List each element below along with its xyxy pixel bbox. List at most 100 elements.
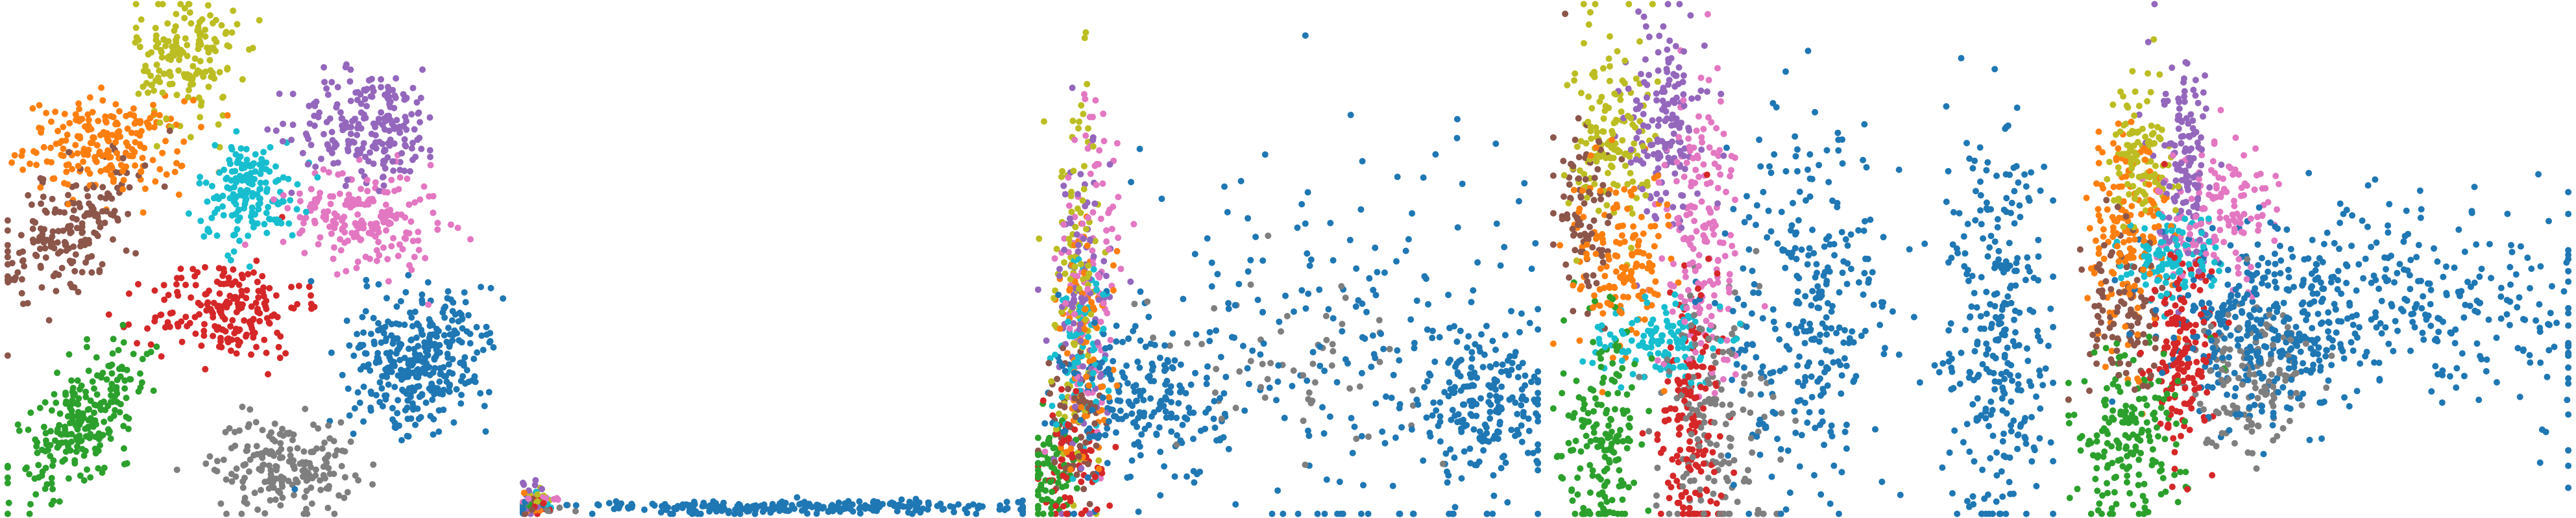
scatter-point-series-6 xyxy=(1100,300,1107,307)
scatter-point-series-1 xyxy=(72,111,79,118)
scatter-point-series-9 xyxy=(252,151,259,158)
scatter-point-series-8 xyxy=(154,40,162,47)
scatter-point-series-3 xyxy=(1052,502,1060,510)
scatter-point-series-7 xyxy=(1309,360,1317,367)
scatter-point-series-0 xyxy=(415,415,422,423)
scatter-point-series-2 xyxy=(1054,479,1062,486)
scatter-point-series-5 xyxy=(28,201,35,208)
scatter-point-series-6 xyxy=(1061,235,1068,242)
scatter-point-series-0 xyxy=(1306,432,1313,439)
scatter-point-series-8 xyxy=(1041,118,1047,125)
scatter-point-series-1 xyxy=(1631,282,1638,290)
scatter-point-series-2 xyxy=(65,475,72,482)
scatter-point-series-4 xyxy=(365,77,372,84)
scatter-point-series-0 xyxy=(1175,400,1182,407)
scatter-point-series-5 xyxy=(38,284,45,291)
scatter-point-series-0 xyxy=(1121,374,1128,381)
scatter-point-series-8 xyxy=(176,51,184,58)
scatter-point-series-7 xyxy=(1322,312,1330,319)
scatter-point-series-9 xyxy=(1093,280,1100,288)
scatter-point-series-1 xyxy=(112,121,119,128)
scatter-point-series-0 xyxy=(387,349,394,356)
scatter-point-series-5 xyxy=(50,273,57,280)
scatter-point-series-5 xyxy=(1606,213,1613,220)
scatter-point-series-0 xyxy=(1102,432,1109,439)
scatter-point-series-7 xyxy=(1653,502,1660,509)
scatter-point-series-0 xyxy=(1992,354,1999,362)
scatter-point-series-1 xyxy=(1088,299,1095,306)
scatter-point-series-0 xyxy=(368,390,375,397)
scatter-point-series-0 xyxy=(813,502,820,509)
scatter-point-series-4 xyxy=(401,96,408,103)
scatter-point-series-4 xyxy=(279,138,286,145)
scatter-point-series-4 xyxy=(1688,95,1695,102)
scatter-point-series-3 xyxy=(265,371,271,378)
scatter-point-series-0 xyxy=(487,284,494,291)
scatter-point-series-0 xyxy=(1410,510,1417,517)
scatter-point-series-0 xyxy=(1128,410,1136,417)
scatter-point-series-4 xyxy=(329,137,336,143)
scatter-point-series-4 xyxy=(382,147,389,154)
scatter-point-series-5 xyxy=(97,194,104,201)
scatter-panel-4 xyxy=(1549,1,2057,517)
scatter-point-series-7 xyxy=(325,422,332,429)
scatter-point-series-2 xyxy=(56,498,63,505)
scatter-point-series-9 xyxy=(1629,371,1636,378)
scatter-point-series-3 xyxy=(248,322,254,329)
scatter-point-series-3 xyxy=(164,319,171,326)
scatter-point-series-8 xyxy=(1606,77,1613,84)
scatter-point-series-7 xyxy=(245,421,252,428)
scatter-point-series-0 xyxy=(1102,345,1109,352)
scatter-point-series-0 xyxy=(1130,328,1137,334)
scatter-point-series-7 xyxy=(1342,294,1349,301)
scatter-point-series-2 xyxy=(69,384,77,391)
scatter-point-series-0 xyxy=(1447,446,1454,453)
scatter-point-series-8 xyxy=(187,134,194,141)
scatter-point-series-3 xyxy=(282,350,289,357)
scatter-point-series-6 xyxy=(1095,271,1102,278)
scatter-point-series-8 xyxy=(1048,378,1055,385)
scatter-point-series-8 xyxy=(211,75,218,82)
scatter-point-series-0 xyxy=(955,501,962,508)
scatter-point-series-9 xyxy=(1681,345,1688,351)
scatter-point-series-7 xyxy=(273,475,280,482)
scatter-point-series-5 xyxy=(49,228,56,235)
scatter-point-series-3 xyxy=(218,343,225,351)
scatter-point-series-7 xyxy=(1302,462,1309,468)
scatter-point-series-1 xyxy=(1067,466,1074,473)
scatter-point-series-9 xyxy=(272,163,279,170)
scatter-point-series-7 xyxy=(1756,282,1763,290)
scatter-point-series-0 xyxy=(1368,364,1375,371)
scatter-point-series-0 xyxy=(1814,283,1821,290)
scatter-point-series-2 xyxy=(71,457,79,464)
scatter-point-series-0 xyxy=(2008,299,2015,306)
scatter-point-series-9 xyxy=(245,232,252,240)
scatter-point-series-3 xyxy=(1675,425,1683,432)
scatter-point-series-4 xyxy=(323,119,330,126)
scatter-point-series-0 xyxy=(2021,171,2028,178)
scatter-point-series-3 xyxy=(1691,510,1698,517)
scatter-point-series-4 xyxy=(311,112,318,119)
scatter-point-series-0 xyxy=(428,380,435,388)
scatter-point-series-2 xyxy=(55,442,62,449)
scatter-point-series-2 xyxy=(49,462,56,469)
scatter-point-series-0 xyxy=(1099,394,1106,401)
scatter-point-series-3 xyxy=(1702,343,1709,350)
scatter-point-series-6 xyxy=(380,244,387,251)
scatter-point-series-0 xyxy=(1156,400,1163,407)
scatter-point-series-5 xyxy=(522,510,529,517)
scatter-point-series-0 xyxy=(2014,254,2021,262)
scatter-point-series-0 xyxy=(420,365,427,372)
scatter-point-series-8 xyxy=(173,10,180,18)
scatter-point-series-0 xyxy=(490,344,497,351)
scatter-point-series-7 xyxy=(312,466,319,473)
scatter-point-series-0 xyxy=(849,501,856,508)
scatter-point-series-1 xyxy=(117,162,125,169)
scatter-point-series-0 xyxy=(1479,364,1487,371)
scatter-point-series-5 xyxy=(1072,413,1079,420)
scatter-point-series-8 xyxy=(176,56,183,64)
scatter-point-series-2 xyxy=(23,464,30,471)
scatter-point-series-0 xyxy=(455,318,462,325)
scatter-point-series-6 xyxy=(345,191,352,198)
scatter-point-series-0 xyxy=(1519,360,1526,367)
